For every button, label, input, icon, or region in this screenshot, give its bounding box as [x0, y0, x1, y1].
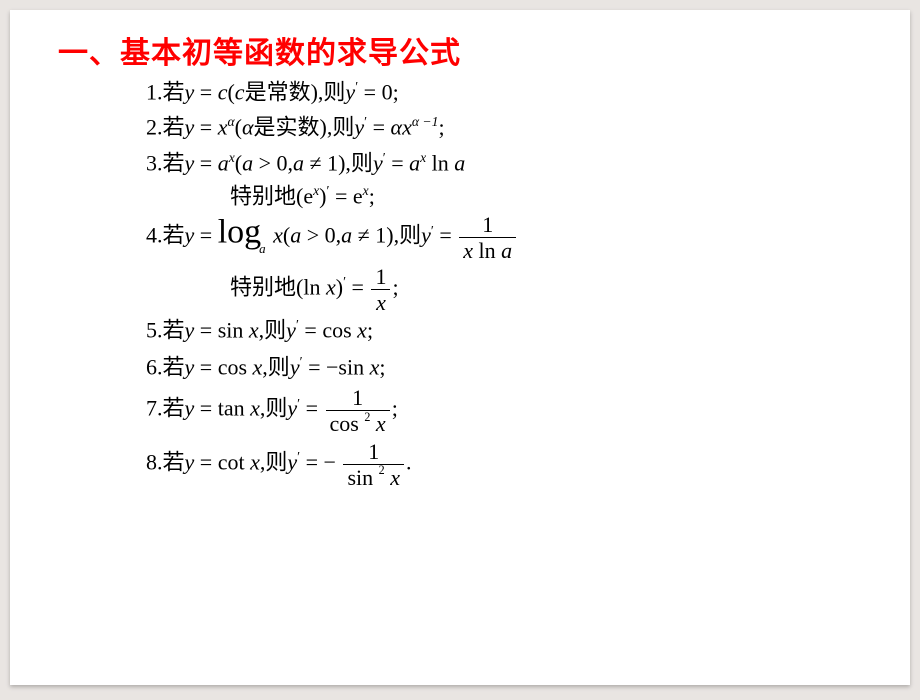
- formula-4-special: 特别地(ln x)′ = 1 x ;: [230, 265, 880, 314]
- fraction-1-over-cos2x: 1 cos 2 x: [326, 386, 390, 435]
- fraction-1-over-x: 1 x: [371, 265, 390, 314]
- formula-6: 6.若y = cos x,则y′ = −sin x;: [146, 355, 880, 378]
- formula-7: 7.若y = tan x,则y′ = 1 cos 2 x ;: [146, 386, 880, 435]
- slide-page: 一、基本初等函数的求导公式 1.若y = c(c是常数),则y′ = 0; 2.…: [10, 10, 910, 685]
- fraction-1-over-xlna: 1 x ln a: [459, 213, 516, 262]
- formula-3-special: 特别地(ex)′ = ex;: [230, 184, 880, 207]
- formula-list: 1.若y = c(c是常数),则y′ = 0; 2.若y = xα(α是实数),…: [146, 80, 880, 489]
- formula-4: 4.若y = loga x(a > 0,a ≠ 1),则y′ = 1 x ln …: [146, 213, 880, 262]
- page-title: 一、基本初等函数的求导公式: [58, 28, 880, 72]
- fraction-1-over-sin2x: 1 sin 2 x: [343, 440, 404, 489]
- formula-2: 2.若y = xα(α是实数),则y′ = αxα −1;: [146, 115, 880, 138]
- formula-5: 5.若y = sin x,则y′ = cos x;: [146, 318, 880, 341]
- formula-3: 3.若y = ax(a > 0,a ≠ 1),则y′ = ax ln a: [146, 151, 880, 174]
- formula-1: 1.若y = c(c是常数),则y′ = 0;: [146, 80, 880, 103]
- formula-8: 8.若y = cot x,则y′ = − 1 sin 2 x .: [146, 440, 880, 489]
